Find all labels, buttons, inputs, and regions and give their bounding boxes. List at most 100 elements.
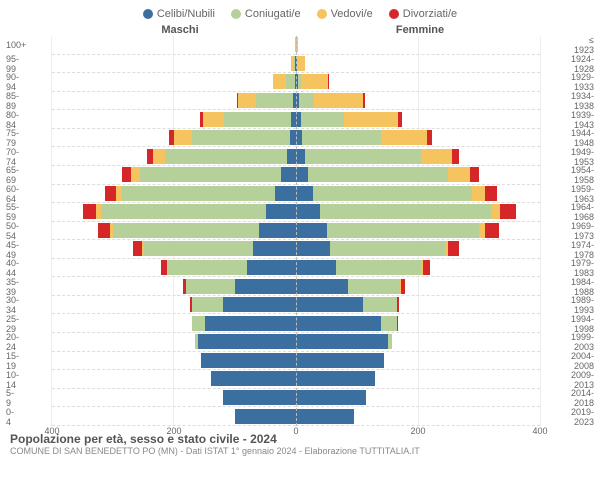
x-tick: 0 (293, 426, 298, 436)
bar-seg-divorziati (105, 186, 116, 201)
bar-seg-celibi (223, 297, 296, 312)
bar-seg-celibi (281, 167, 296, 182)
bar-seg-divorziati (397, 297, 399, 312)
age-label: 15-19 (6, 351, 19, 371)
bar-seg-vedovi (153, 149, 165, 164)
age-label: 85-89 (6, 91, 19, 111)
bar-seg-coniugati (113, 223, 259, 238)
bar-seg-celibi (296, 186, 313, 201)
bar-seg-celibi (211, 371, 296, 386)
birth-year-label: 1964-1968 (571, 202, 594, 222)
chart-title: Popolazione per età, sesso e stato civil… (10, 432, 590, 446)
birth-year-label: 1989-1993 (571, 295, 594, 315)
age-label: 55-59 (6, 202, 19, 222)
age-label: 65-69 (6, 165, 19, 185)
bar-seg-coniugati (381, 316, 396, 331)
bar-seg-coniugati (348, 279, 400, 294)
age-label: 20-24 (6, 332, 19, 352)
bar-seg-celibi (296, 167, 308, 182)
birth-year-label: 1959-1963 (571, 184, 594, 204)
legend-label: Celibi/Nubili (157, 8, 215, 20)
birth-year-label: 1949-1953 (571, 147, 594, 167)
bar-seg-celibi (296, 371, 375, 386)
bar-seg-vedovi (472, 186, 485, 201)
x-tick: 200 (166, 426, 181, 436)
bar-seg-divorziati (452, 149, 459, 164)
age-label: 0-4 (6, 407, 14, 427)
chart-footer: Popolazione per età, sesso e stato civil… (0, 426, 600, 462)
bar-seg-divorziati (500, 204, 515, 219)
legend-color-icon (317, 9, 327, 19)
birth-year-label: 1929-1933 (571, 72, 594, 92)
bar-seg-coniugati (168, 260, 247, 275)
birth-year-label: 1999-2003 (571, 332, 594, 352)
birth-year-label: 1974-1978 (571, 240, 594, 260)
legend-item: Divorziati/e (389, 8, 457, 20)
bar-seg-coniugati (308, 167, 448, 182)
bar-seg-divorziati (470, 167, 479, 182)
chart-area: Fasce di età Anni di nascita 100+95-9990… (0, 36, 600, 426)
bar-seg-divorziati (398, 112, 401, 127)
legend-color-icon (143, 9, 153, 19)
bar-seg-vedovi (131, 167, 140, 182)
age-label: 25-29 (6, 314, 19, 334)
age-label: 95-99 (6, 54, 19, 74)
legend-item: Vedovi/e (317, 8, 373, 20)
bar-seg-vedovi (421, 149, 452, 164)
bar-seg-celibi (296, 353, 384, 368)
bar-seg-coniugati (256, 93, 293, 108)
bar-seg-celibi (296, 316, 381, 331)
legend: Celibi/Nubili Coniugati/e Vedovi/e Divorzia… (0, 0, 600, 24)
bar-seg-coniugati (140, 167, 280, 182)
age-label: 75-79 (6, 128, 19, 148)
birth-year-label: 1954-1958 (571, 165, 594, 185)
bar-seg-coniugati (330, 241, 446, 256)
bar-seg-celibi (296, 334, 388, 349)
legend-item: Coniugati/e (231, 8, 301, 20)
birth-year-label: 1969-1973 (571, 221, 594, 241)
bar-seg-coniugati (192, 297, 223, 312)
bar-seg-celibi (259, 223, 296, 238)
bar-seg-celibi (235, 279, 296, 294)
bar-seg-vedovi (314, 93, 363, 108)
bar-seg-celibi (296, 149, 305, 164)
birth-year-label: 1934-1938 (571, 91, 594, 111)
bar-seg-celibi (296, 260, 336, 275)
bar-seg-vedovi (273, 74, 285, 89)
x-tick: 200 (410, 426, 425, 436)
age-label: 70-74 (6, 147, 19, 167)
bar-seg-divorziati (122, 167, 131, 182)
bar-seg-divorziati (363, 93, 365, 108)
legend-label: Divorziati/e (403, 8, 457, 20)
bar-seg-divorziati (397, 316, 398, 331)
legend-label: Coniugati/e (245, 8, 301, 20)
bar-seg-divorziati (328, 74, 329, 89)
bar-seg-celibi (296, 223, 327, 238)
legend-label: Vedovi/e (331, 8, 373, 20)
bar-seg-celibi (205, 316, 297, 331)
bar-seg-coniugati (313, 186, 472, 201)
bar-seg-vedovi (344, 112, 399, 127)
bar-seg-celibi (296, 241, 330, 256)
bar-seg-vedovi (448, 167, 469, 182)
bar-seg-vedovi (381, 130, 427, 145)
bar-seg-celibi (296, 390, 366, 405)
bar-seg-celibi (275, 186, 296, 201)
bar-seg-divorziati (448, 241, 459, 256)
bar-seg-vedovi (301, 74, 328, 89)
bar-seg-coniugati (388, 334, 393, 349)
birth-year-label: 2004-2008 (571, 351, 594, 371)
birth-year-label: 1924-1928 (571, 54, 594, 74)
bar-seg-celibi (223, 390, 296, 405)
birth-year-label: 1984-1988 (571, 277, 594, 297)
bar-seg-celibi (296, 409, 354, 424)
bar-seg-coniugati (224, 112, 291, 127)
age-label: 100+ (6, 40, 26, 50)
x-tick: 400 (532, 426, 547, 436)
bar-seg-celibi (296, 279, 348, 294)
bar-seg-coniugati (363, 297, 397, 312)
bar-seg-celibi (253, 241, 296, 256)
age-label: 45-49 (6, 240, 19, 260)
age-label: 50-54 (6, 221, 19, 241)
bar-seg-coniugati (301, 112, 344, 127)
